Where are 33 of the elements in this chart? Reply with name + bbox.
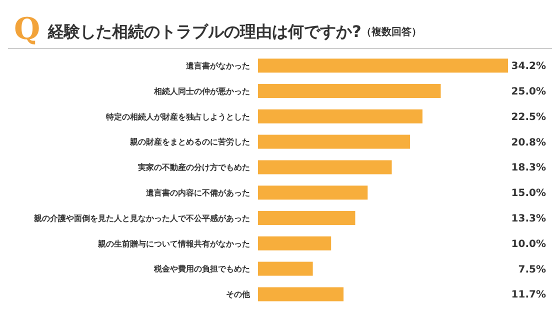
bar — [258, 134, 410, 149]
data-label: 34.2% — [511, 61, 546, 72]
bar — [258, 287, 344, 302]
y-tick-label: その他 — [226, 290, 251, 300]
bar — [258, 109, 422, 124]
y-tick-label: 特定の相続人が財産を独占しようとした — [105, 111, 250, 122]
data-label: 13.3% — [511, 213, 546, 224]
y-tick-label: 親の財産をまとめるのに苦労した — [129, 136, 250, 147]
bar — [258, 262, 313, 276]
bar — [258, 210, 356, 225]
y-tick-label: 実家の不動産の分け方でもめた — [137, 162, 250, 172]
data-label: 18.3% — [511, 162, 546, 174]
data-label: 20.8% — [511, 137, 546, 148]
bar — [258, 186, 368, 200]
chart-title: 経験した相続のトラブルの理由は何ですか? — [48, 21, 362, 43]
data-label: 7.5% — [518, 264, 546, 276]
data-label: 22.5% — [511, 112, 546, 123]
bar — [258, 160, 392, 174]
y-tick-label: 相続人同士の仲が悪かった — [153, 86, 250, 96]
y-tick-label: 親の介護や面倒を見た人と見なかった人で不公平感があった — [33, 214, 250, 223]
y-tick-label: 税金や費用の負担でもめた — [153, 264, 250, 274]
data-label: 10.0% — [511, 238, 546, 250]
y-tick-label: 遺言書の内容に不備があった — [146, 188, 250, 198]
text: Q — [14, 12, 40, 48]
data-label: 11.7% — [511, 290, 546, 301]
data-label: 25.0% — [511, 86, 546, 98]
y-tick-label: 遺言書がなかった — [186, 60, 250, 71]
bar — [258, 58, 508, 73]
y-tick-label: 親の生前贈与について情報共有がなかった — [97, 239, 250, 248]
data-label: 15.0% — [511, 188, 546, 200]
bar — [258, 84, 441, 98]
bar — [258, 236, 332, 250]
chart-subtitle: （複数回答） — [361, 26, 422, 40]
